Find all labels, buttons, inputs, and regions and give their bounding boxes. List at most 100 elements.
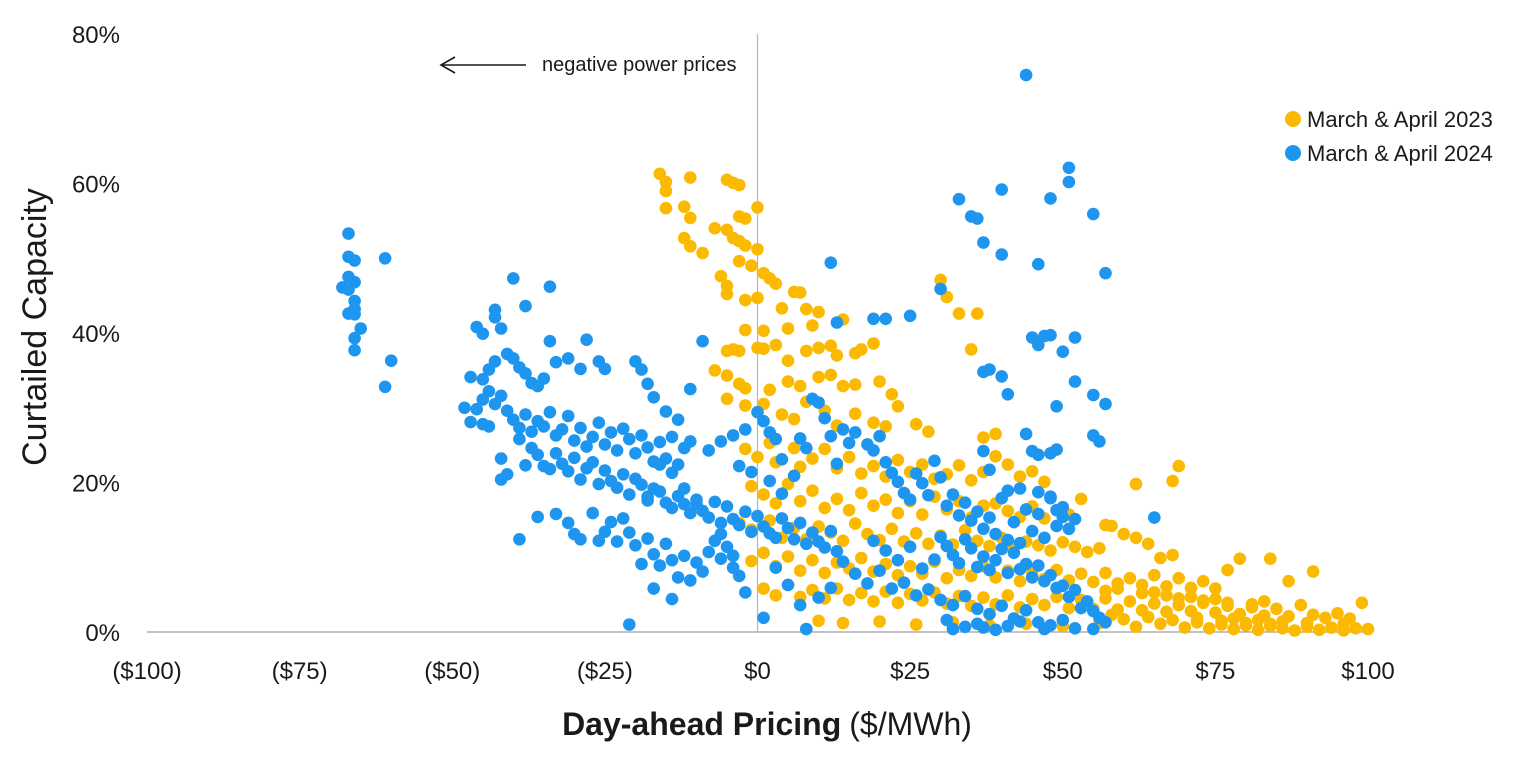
data-point (952, 192, 966, 206)
data-point (916, 562, 929, 575)
data-point (800, 622, 813, 636)
data-point (751, 509, 764, 523)
data-point (543, 280, 557, 294)
data-point (971, 602, 984, 616)
data-point (574, 421, 587, 435)
data-point (696, 565, 709, 578)
data-point (812, 591, 825, 604)
data-point (519, 299, 532, 313)
data-point (1013, 574, 1027, 588)
data-point (1294, 598, 1308, 612)
data-point (1154, 617, 1167, 631)
data-point (1038, 598, 1051, 612)
data-point (1050, 519, 1063, 533)
data-point (781, 322, 795, 335)
data-point (1239, 616, 1253, 630)
data-point (1251, 623, 1265, 637)
data-point (983, 539, 996, 553)
data-point (1087, 575, 1100, 589)
data-point (885, 466, 899, 480)
data-point (336, 281, 349, 294)
data-point (855, 467, 868, 480)
data-point (806, 484, 819, 498)
data-point (378, 251, 392, 265)
data-point (867, 312, 880, 326)
data-point (592, 416, 606, 430)
data-point (867, 534, 880, 548)
data-point (561, 352, 575, 365)
data-point (1032, 257, 1045, 271)
data-point (555, 423, 569, 436)
data-point (903, 540, 917, 554)
data-point (1325, 621, 1338, 634)
data-point (739, 505, 752, 518)
data-point (702, 545, 715, 559)
data-point (665, 430, 679, 444)
annotation-arrow-head-icon (439, 56, 456, 74)
data-point (909, 417, 923, 431)
data-point (1001, 504, 1015, 518)
data-point (1099, 584, 1112, 598)
data-point (787, 533, 801, 546)
data-point (677, 549, 691, 563)
data-point (879, 493, 892, 507)
data-point (732, 344, 746, 358)
data-point (977, 431, 990, 444)
data-point (610, 535, 624, 548)
data-point (952, 556, 966, 570)
data-point (1221, 596, 1234, 610)
data-point (726, 549, 740, 563)
data-point (635, 557, 648, 571)
data-point (793, 494, 807, 508)
data-point (830, 349, 844, 362)
data-point (934, 593, 947, 607)
data-point (1050, 400, 1063, 413)
data-point (1032, 559, 1045, 572)
data-point (482, 385, 496, 398)
data-point (507, 272, 520, 285)
y-tick-label: 40% (72, 321, 120, 348)
data-point (739, 442, 752, 456)
data-point (598, 525, 612, 539)
data-point (1001, 589, 1015, 602)
y-axis-label: Curtailed Capacity (16, 188, 54, 466)
data-point (1007, 515, 1021, 529)
data-point (623, 432, 636, 446)
data-point (824, 581, 838, 595)
data-point (1044, 328, 1057, 342)
data-point (1087, 622, 1100, 636)
data-point (1001, 566, 1015, 580)
data-point (1068, 512, 1082, 526)
data-point (909, 527, 923, 540)
data-point (623, 618, 636, 631)
series-2023 (653, 167, 1375, 637)
data-point (739, 399, 752, 412)
data-point (885, 582, 899, 595)
data-point (830, 316, 844, 329)
data-point (995, 370, 1008, 383)
data-point (983, 463, 996, 477)
data-point (384, 354, 398, 368)
data-point (879, 544, 892, 557)
data-point (739, 586, 752, 599)
data-point (1032, 485, 1045, 499)
data-point (1312, 623, 1326, 637)
data-point (855, 586, 868, 600)
data-point (348, 254, 361, 267)
data-point (769, 561, 783, 574)
data-point (873, 564, 886, 577)
data-point (958, 533, 972, 546)
data-point (543, 334, 557, 348)
data-point (940, 539, 954, 553)
data-point (665, 466, 679, 480)
data-point (1172, 571, 1185, 585)
data-point (757, 582, 770, 595)
data-point (714, 516, 728, 530)
data-point (830, 492, 844, 506)
data-point (946, 598, 960, 612)
data-point (983, 363, 996, 376)
data-point (879, 312, 892, 326)
data-point (885, 522, 899, 536)
data-point (757, 324, 770, 338)
